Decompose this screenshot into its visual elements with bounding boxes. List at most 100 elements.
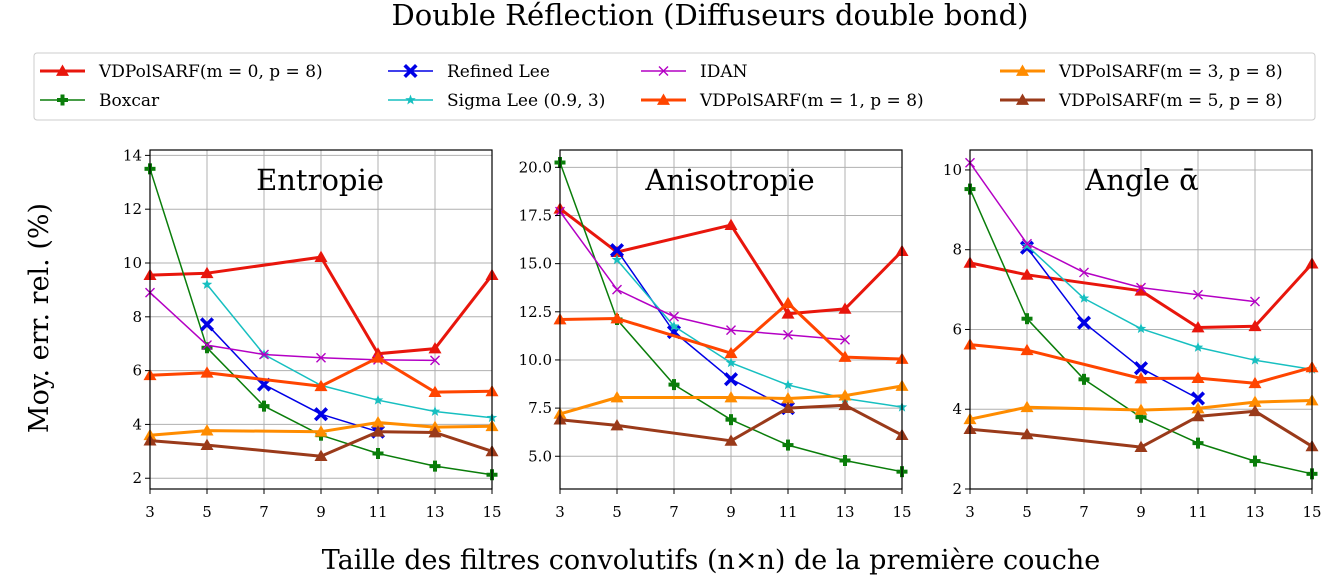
- series-vdpolsarf-m-0-p-8: [963, 256, 1319, 333]
- data-point: [1193, 289, 1203, 300]
- data-point: [1133, 361, 1149, 376]
- data-point: [200, 438, 214, 451]
- x-tick-label: 7: [1079, 503, 1089, 521]
- data-point: [725, 414, 737, 426]
- data-point: [200, 266, 214, 279]
- y-tick-label: 7.5: [528, 399, 552, 417]
- series-line: [969, 343, 1313, 385]
- x-tick-label: 9: [316, 503, 326, 521]
- data-point: [371, 416, 385, 428]
- x-tick-label: 7: [259, 503, 269, 521]
- legend-marker: [657, 93, 670, 105]
- series-line: [969, 261, 1314, 329]
- y-tick-label: 10.0: [519, 351, 552, 369]
- data-point: [200, 366, 214, 378]
- data-point: [781, 307, 795, 319]
- figure-title: Double Réflection (Diffuseurs double bon…: [392, 0, 1029, 32]
- x-tick-label: 3: [555, 503, 565, 521]
- data-point: [723, 372, 739, 387]
- legend-label: IDAN: [700, 62, 748, 82]
- data-point: [782, 379, 794, 390]
- legend-entry-boxcar: Boxcar: [40, 91, 160, 111]
- data-point: [668, 379, 680, 391]
- data-point: [1135, 323, 1147, 334]
- series-idan: [555, 206, 850, 345]
- x-tick-label: 3: [145, 503, 155, 521]
- data-point: [428, 342, 442, 354]
- data-point: [429, 460, 441, 472]
- data-point: [201, 279, 213, 289]
- series-refined-lee: [609, 243, 796, 416]
- data-point: [839, 454, 851, 466]
- data-point: [314, 449, 328, 462]
- data-point: [1192, 341, 1204, 352]
- series-line: [616, 259, 903, 408]
- data-point: [1020, 343, 1034, 356]
- data-point: [428, 426, 442, 438]
- legend-marker: [1016, 64, 1029, 76]
- legend-entry-sigma-lee-0-9-3: Sigma Lee (0.9, 3): [388, 91, 605, 111]
- data-point: [314, 250, 328, 262]
- y-tick-label: 12: [123, 200, 142, 218]
- x-tick-label: 5: [1022, 503, 1032, 521]
- data-point: [314, 379, 328, 392]
- series-line: [616, 249, 789, 409]
- x-tick-label: 13: [425, 503, 444, 521]
- legend-marker: [56, 64, 69, 76]
- data-point: [725, 357, 737, 368]
- data-point: [724, 218, 738, 230]
- y-tick-label: 6: [952, 320, 962, 338]
- legend-label: Refined Lee: [447, 62, 550, 82]
- panel-angle-alpha: 3 5 7 9 11 13 15 2 4 6 8 10 Angle ᾱ: [943, 149, 1322, 521]
- data-point: [782, 439, 794, 451]
- legend-frame: [33, 52, 1316, 121]
- series-line: [149, 421, 493, 437]
- y-tick-label: 2: [132, 469, 142, 487]
- legend-marker: [658, 66, 669, 76]
- series-line: [969, 162, 1256, 303]
- y-tick-label: 14: [123, 146, 142, 164]
- panel-anisotropie: 3 5 7 9 11 13 15 5.0 7.5 10.0 12.5 15.0 17.5 20.0 Anis…: [519, 149, 912, 521]
- data-point: [838, 398, 852, 411]
- legend-entry-vdpolsarf-m-5-p-8: VDPolSARF(m = 5, p = 8): [1000, 91, 1283, 111]
- legend-entry-refined-lee: Refined Lee: [388, 62, 550, 82]
- data-point: [199, 317, 215, 332]
- data-point: [610, 312, 624, 324]
- series-idan: [965, 157, 1260, 307]
- y-tick-label: 17.5: [519, 206, 552, 224]
- series-line: [206, 323, 379, 433]
- data-point: [609, 243, 625, 258]
- data-point: [783, 329, 793, 340]
- x-tick-label: 13: [1245, 503, 1264, 521]
- x-tick-label: 15: [892, 503, 911, 521]
- series-vdpolsarf-m-5-p-8: [553, 398, 909, 446]
- y-tick-label: 10: [943, 161, 962, 179]
- data-point: [1192, 437, 1204, 449]
- x-tick-label: 11: [778, 503, 797, 521]
- data-point: [1249, 354, 1261, 365]
- series-line: [206, 284, 493, 419]
- legend-marker: [57, 94, 68, 106]
- data-point: [1136, 282, 1146, 293]
- data-point: [1190, 391, 1206, 406]
- data-point: [1191, 409, 1205, 422]
- series-sigma-lee-0-9-3: [201, 279, 498, 423]
- data-point: [611, 254, 623, 265]
- y-tick-label: 6: [132, 362, 142, 380]
- data-point: [1022, 238, 1032, 249]
- legend-entry-vdpolsarf-m-0-p-8: VDPolSARF(m = 0, p = 8): [40, 62, 323, 82]
- y-tick-label: 8: [132, 308, 142, 326]
- data-point: [428, 385, 442, 398]
- data-point: [724, 346, 738, 359]
- legend: VDPolSARF(m = 0, p = 8) Boxcar Refined Lee…: [33, 52, 1316, 121]
- data-point: [781, 391, 795, 404]
- x-tick-label: 9: [1136, 503, 1146, 521]
- series-line: [149, 292, 436, 362]
- data-point: [1248, 395, 1262, 407]
- y-tick-label: 5.0: [528, 447, 552, 465]
- data-point: [610, 418, 624, 431]
- data-point: [371, 425, 385, 437]
- data-point: [1135, 411, 1147, 423]
- data-point: [256, 377, 272, 392]
